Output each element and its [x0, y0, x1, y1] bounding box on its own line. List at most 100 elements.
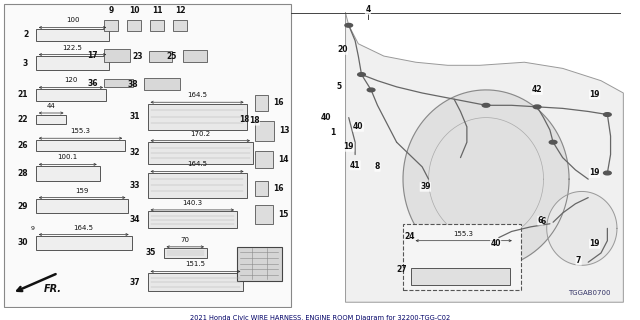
Text: 9: 9 [31, 227, 35, 231]
Text: 22: 22 [18, 115, 28, 124]
Text: 35: 35 [145, 249, 156, 258]
Text: 11: 11 [152, 6, 163, 15]
Bar [148, 104, 246, 130]
Text: 164.5: 164.5 [74, 225, 93, 230]
Bar [36, 29, 109, 41]
Text: 19: 19 [589, 90, 600, 99]
Text: 164.5: 164.5 [187, 92, 207, 98]
Text: 19: 19 [589, 169, 600, 178]
Bar [36, 89, 106, 101]
Text: 5: 5 [337, 82, 342, 91]
Bar [412, 268, 510, 285]
Text: 28: 28 [17, 169, 28, 178]
Text: 122.5: 122.5 [63, 44, 83, 51]
Polygon shape [403, 90, 569, 268]
Text: 155.3: 155.3 [70, 128, 90, 134]
Text: 38: 38 [127, 80, 138, 89]
Text: 44: 44 [47, 103, 56, 109]
Text: 14: 14 [278, 155, 289, 164]
Text: 9: 9 [109, 6, 114, 15]
Bar [255, 205, 273, 224]
Bar [182, 50, 207, 62]
Text: 7: 7 [576, 256, 581, 265]
Text: 100: 100 [66, 18, 79, 23]
Bar [148, 273, 243, 292]
Text: 120: 120 [64, 77, 77, 84]
Bar [104, 49, 130, 62]
Bar [36, 140, 125, 151]
Text: 170.2: 170.2 [190, 131, 211, 137]
Text: 32: 32 [129, 148, 140, 157]
Bar [173, 20, 187, 31]
Text: 18: 18 [249, 116, 260, 125]
Text: 8: 8 [375, 162, 380, 171]
Circle shape [358, 73, 365, 76]
Text: 2021 Honda Civic WIRE HARNESS, ENGINE ROOM Diagram for 32200-TGG-C02: 2021 Honda Civic WIRE HARNESS, ENGINE RO… [190, 315, 450, 320]
Circle shape [549, 140, 557, 144]
Bar [149, 51, 172, 62]
Bar [104, 20, 118, 31]
Text: 12: 12 [175, 6, 186, 15]
Text: 1: 1 [330, 129, 335, 138]
Circle shape [604, 113, 611, 116]
Bar [36, 56, 109, 70]
Bar [255, 181, 268, 196]
Bar [164, 248, 207, 258]
Text: 41: 41 [350, 161, 360, 170]
Text: 100.1: 100.1 [58, 154, 78, 160]
Circle shape [345, 23, 353, 27]
Bar [4, 4, 291, 307]
Bar [36, 236, 132, 250]
Bar [36, 166, 100, 181]
Bar [150, 20, 164, 31]
Bar [255, 94, 268, 111]
Text: 37: 37 [129, 278, 140, 287]
Text: 16: 16 [273, 184, 284, 193]
Text: 15: 15 [278, 210, 288, 219]
Text: 155.3: 155.3 [454, 231, 474, 237]
Bar [145, 78, 179, 90]
Bar [148, 173, 246, 198]
Text: 151.5: 151.5 [186, 261, 205, 268]
Text: 21: 21 [18, 90, 28, 99]
Text: 17: 17 [87, 51, 98, 60]
Bar [104, 79, 133, 87]
Circle shape [533, 105, 541, 109]
Bar [127, 20, 141, 31]
Text: 26: 26 [18, 141, 28, 150]
Text: 31: 31 [129, 112, 140, 121]
Bar [255, 121, 274, 141]
Circle shape [367, 88, 375, 92]
Text: 164.5: 164.5 [187, 162, 207, 167]
Text: 13: 13 [279, 126, 290, 135]
Text: 20: 20 [337, 45, 348, 54]
Text: 19: 19 [344, 142, 354, 151]
Text: 42: 42 [532, 85, 542, 94]
Text: 19: 19 [589, 239, 600, 248]
Text: TGGAB0700: TGGAB0700 [568, 290, 611, 296]
Text: 16: 16 [273, 99, 284, 108]
Text: 70: 70 [180, 237, 189, 243]
Text: 40: 40 [321, 113, 332, 122]
Bar [36, 199, 129, 213]
Text: 24: 24 [404, 232, 415, 241]
Polygon shape [346, 13, 623, 302]
Text: 6: 6 [540, 217, 545, 226]
Text: 4: 4 [365, 5, 371, 14]
Bar [403, 224, 521, 290]
Text: 2: 2 [23, 30, 28, 39]
Circle shape [604, 171, 611, 175]
Text: 23: 23 [132, 52, 143, 61]
Text: 40: 40 [490, 239, 501, 248]
Bar [237, 247, 282, 281]
Bar [148, 212, 237, 228]
Text: 39: 39 [420, 182, 431, 191]
Text: 34: 34 [129, 215, 140, 224]
Text: 10: 10 [129, 6, 140, 15]
Text: 3: 3 [23, 59, 28, 68]
Text: 18: 18 [239, 115, 250, 124]
Bar [36, 115, 67, 124]
Text: 29: 29 [18, 202, 28, 211]
Polygon shape [547, 191, 617, 265]
Text: 30: 30 [18, 238, 28, 247]
